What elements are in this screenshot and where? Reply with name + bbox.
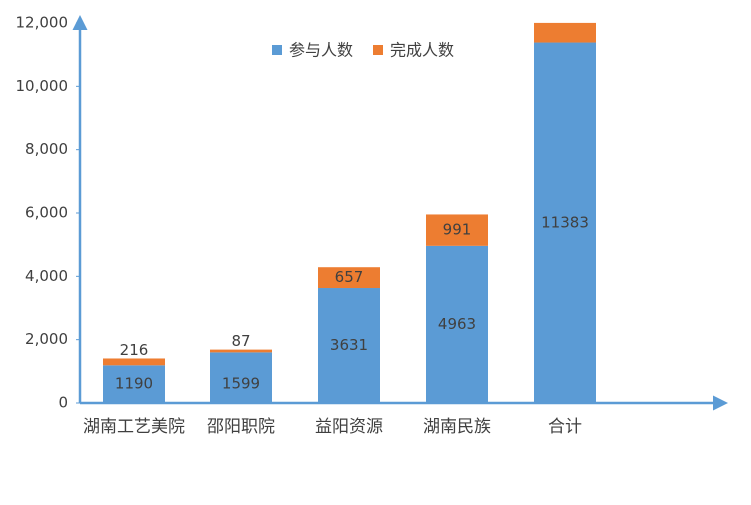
bar-segment: [210, 352, 272, 403]
x-tick-label: 邵阳职院: [207, 417, 275, 437]
y-tick-label: 8,000: [25, 140, 68, 158]
data-label: 3631: [330, 336, 368, 354]
bar-segment: [210, 349, 272, 353]
data-label: 87: [231, 332, 250, 350]
legend-swatch: [272, 45, 282, 55]
x-tick-label: 湖南民族: [423, 417, 491, 437]
bar-segment: [426, 214, 488, 246]
y-tick-label: 4,000: [25, 267, 68, 285]
bar-segment: [426, 245, 488, 403]
bar-segment: [103, 358, 165, 366]
data-label: 657: [335, 268, 364, 286]
data-label: 991: [443, 221, 472, 239]
data-label: 216: [120, 341, 149, 359]
y-tick-label: 10,000: [16, 77, 69, 95]
bar-segment: [318, 267, 380, 289]
data-label: 1599: [222, 375, 260, 393]
data-label: 4963: [438, 315, 476, 333]
bar-segment: [534, 42, 596, 404]
data-label: 11383: [541, 213, 589, 231]
y-tick-label: 0: [58, 394, 68, 412]
bar-segment: [103, 365, 165, 403]
x-tick-label: 益阳资源: [315, 417, 383, 437]
legend-label: 参与人数: [289, 41, 353, 60]
y-tick-label: 2,000: [25, 330, 68, 348]
data-label: 1190: [115, 375, 153, 393]
bar-segment: [534, 22, 596, 43]
x-tick-label: 湖南工艺美院: [83, 417, 185, 437]
y-tick-label: 6,000: [25, 204, 68, 222]
legend-swatch: [373, 45, 383, 55]
y-tick-label: 12,000: [16, 14, 69, 32]
bar-segment: [318, 288, 380, 403]
legend-label: 完成人数: [390, 41, 454, 60]
x-tick-label: 合计: [548, 417, 582, 437]
